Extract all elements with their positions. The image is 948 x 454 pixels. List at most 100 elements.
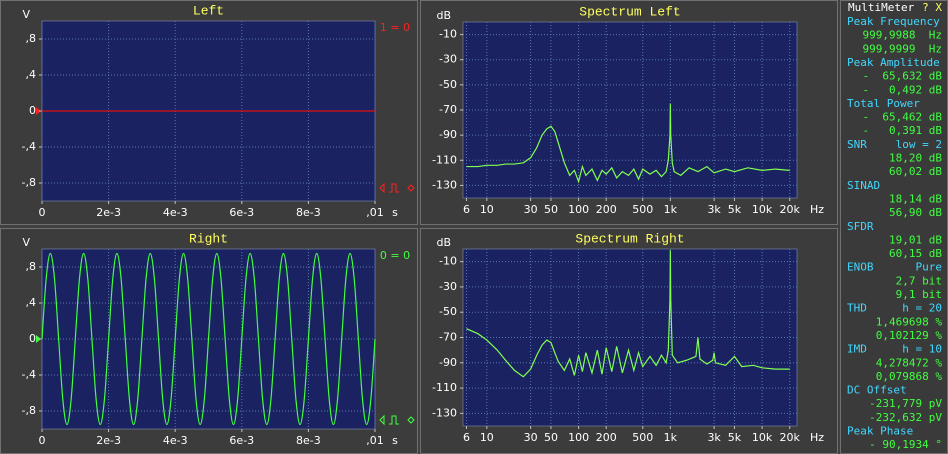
x-tick-label: 10k [752, 203, 773, 216]
y-tick-label: 0 [29, 332, 36, 345]
x-tick-label: 100 [568, 431, 589, 444]
x-tick-label: 50 [544, 431, 558, 444]
x-axis-label: Hz [810, 431, 824, 444]
channel-indicator: 1 = 0 [380, 21, 410, 34]
measure-label: SINAD [847, 179, 880, 192]
y-tick-label: -,4 [22, 140, 36, 153]
x-axis-label: Hz [810, 203, 824, 216]
measure-value: - 65,632 dB [863, 70, 943, 83]
signal-line [466, 103, 790, 184]
measure-value: 60,15 dB [889, 247, 942, 260]
chart-title: Left [193, 3, 224, 18]
y-axis-label: dB [436, 9, 451, 22]
measure-value: 0,079868 % [876, 370, 943, 383]
window-controls[interactable]: ? X [922, 1, 942, 14]
measure-setting: h = 10 [902, 343, 942, 356]
chart-title: Spectrum Left [579, 4, 680, 19]
measure-value: 4,278472 % [876, 356, 943, 369]
signal-line [41, 252, 376, 426]
measure-value: 56,90 dB [889, 206, 942, 219]
x-tick-label: 200 [596, 431, 617, 444]
y-tick-label: -70 [439, 103, 457, 116]
x-tick-label: 500 [632, 203, 653, 216]
x-axis-label: s [392, 434, 398, 447]
measure-label: THD [847, 302, 867, 315]
y-tick-label: -110 [432, 381, 457, 394]
level-marker [36, 335, 41, 343]
plot-area [462, 248, 798, 427]
measure-value: 19,01 dB [889, 233, 942, 246]
x-tick-label: 10 [480, 203, 494, 216]
x-tick-label: 100 [568, 203, 589, 216]
y-tick-label: -30 [439, 53, 457, 66]
y-tick-label: -,8 [22, 404, 36, 417]
measure-label: Total Power [847, 97, 920, 110]
measure-label: Peak Amplitude [847, 56, 940, 69]
measure-value: 9,1 bit [896, 288, 942, 301]
x-tick-label: 20k [780, 203, 801, 216]
y-tick-label: -50 [439, 305, 457, 318]
measure-value: 999,9999 Hz [863, 42, 942, 55]
measure-setting: h = 20 [902, 302, 942, 315]
measure-label: Peak Frequency [847, 15, 940, 28]
y-tick-label: -10 [439, 255, 457, 268]
trigger-controls[interactable] [379, 414, 415, 426]
channel-indicator: 0 = 0 [380, 249, 410, 262]
plot-area [462, 21, 798, 199]
y-axis-label: dB [436, 236, 451, 249]
x-tick-label: 30 [524, 431, 538, 444]
x-tick-label: 5k [728, 203, 742, 216]
measure-value: 0,102129 % [876, 329, 943, 342]
x-tick-label: 30 [524, 203, 538, 216]
chart-title: Spectrum Right [575, 231, 684, 246]
measure-label: DC Offset [847, 384, 907, 397]
measure-value: 18,20 dB [889, 152, 942, 165]
measure-value: 18,14 dB [889, 192, 942, 205]
y-tick-label: -130 [432, 406, 457, 419]
y-tick-label: ,8 [26, 260, 37, 273]
measure-value: - 0,391 dB [863, 124, 943, 137]
y-axis-label: V [22, 8, 30, 21]
x-tick-label: 1k [664, 431, 678, 444]
measure-value: 2,7 bit [896, 274, 942, 287]
y-tick-label: ,8 [26, 32, 37, 45]
y-tick-label: -90 [439, 128, 457, 141]
x-tick-label: 6e-3 [229, 434, 254, 447]
measure-value: 60,02 dB [889, 165, 942, 178]
measure-value: -232,632 pV [869, 411, 942, 424]
measure-value: - 0,492 dB [863, 83, 943, 96]
measure-value: - 65,462 dB [863, 111, 943, 124]
measure-label: IMD [847, 343, 867, 356]
x-tick-label: 500 [632, 431, 653, 444]
x-axis-label: s [392, 206, 398, 219]
x-tick-label: 2e-3 [96, 206, 121, 219]
y-axis-label: V [22, 236, 30, 249]
y-tick-label: -90 [439, 356, 457, 369]
x-tick-label: ,01 [366, 206, 384, 219]
y-tick-label: -50 [439, 78, 457, 91]
measure-setting: Pure [916, 261, 943, 274]
measure-label: ENOB [847, 261, 874, 274]
x-tick-label: 10k [752, 431, 773, 444]
y-tick-label: -10 [439, 28, 457, 41]
y-tick-label: 0 [29, 104, 36, 117]
trigger-controls[interactable] [379, 182, 415, 194]
y-tick-label: -70 [439, 331, 457, 344]
signal-line [466, 250, 790, 378]
multimeter-title: MultiMeter [848, 1, 915, 14]
x-tick-label: ,01 [366, 434, 384, 447]
y-tick-label: -110 [432, 153, 457, 166]
x-tick-label: 0 [39, 206, 46, 219]
x-tick-label: 4e-3 [163, 434, 188, 447]
measure-value: 999,9988 Hz [863, 29, 942, 42]
x-tick-label: 0 [39, 434, 46, 447]
y-tick-label: -,4 [22, 368, 36, 381]
measure-label: Peak Phase [847, 425, 913, 438]
x-tick-label: 3k [707, 203, 721, 216]
x-tick-label: 5k [728, 431, 742, 444]
y-tick-label: ,4 [26, 296, 37, 309]
measure-label: SFDR [847, 220, 874, 233]
x-tick-label: 1k [664, 203, 678, 216]
x-tick-label: 200 [596, 203, 617, 216]
